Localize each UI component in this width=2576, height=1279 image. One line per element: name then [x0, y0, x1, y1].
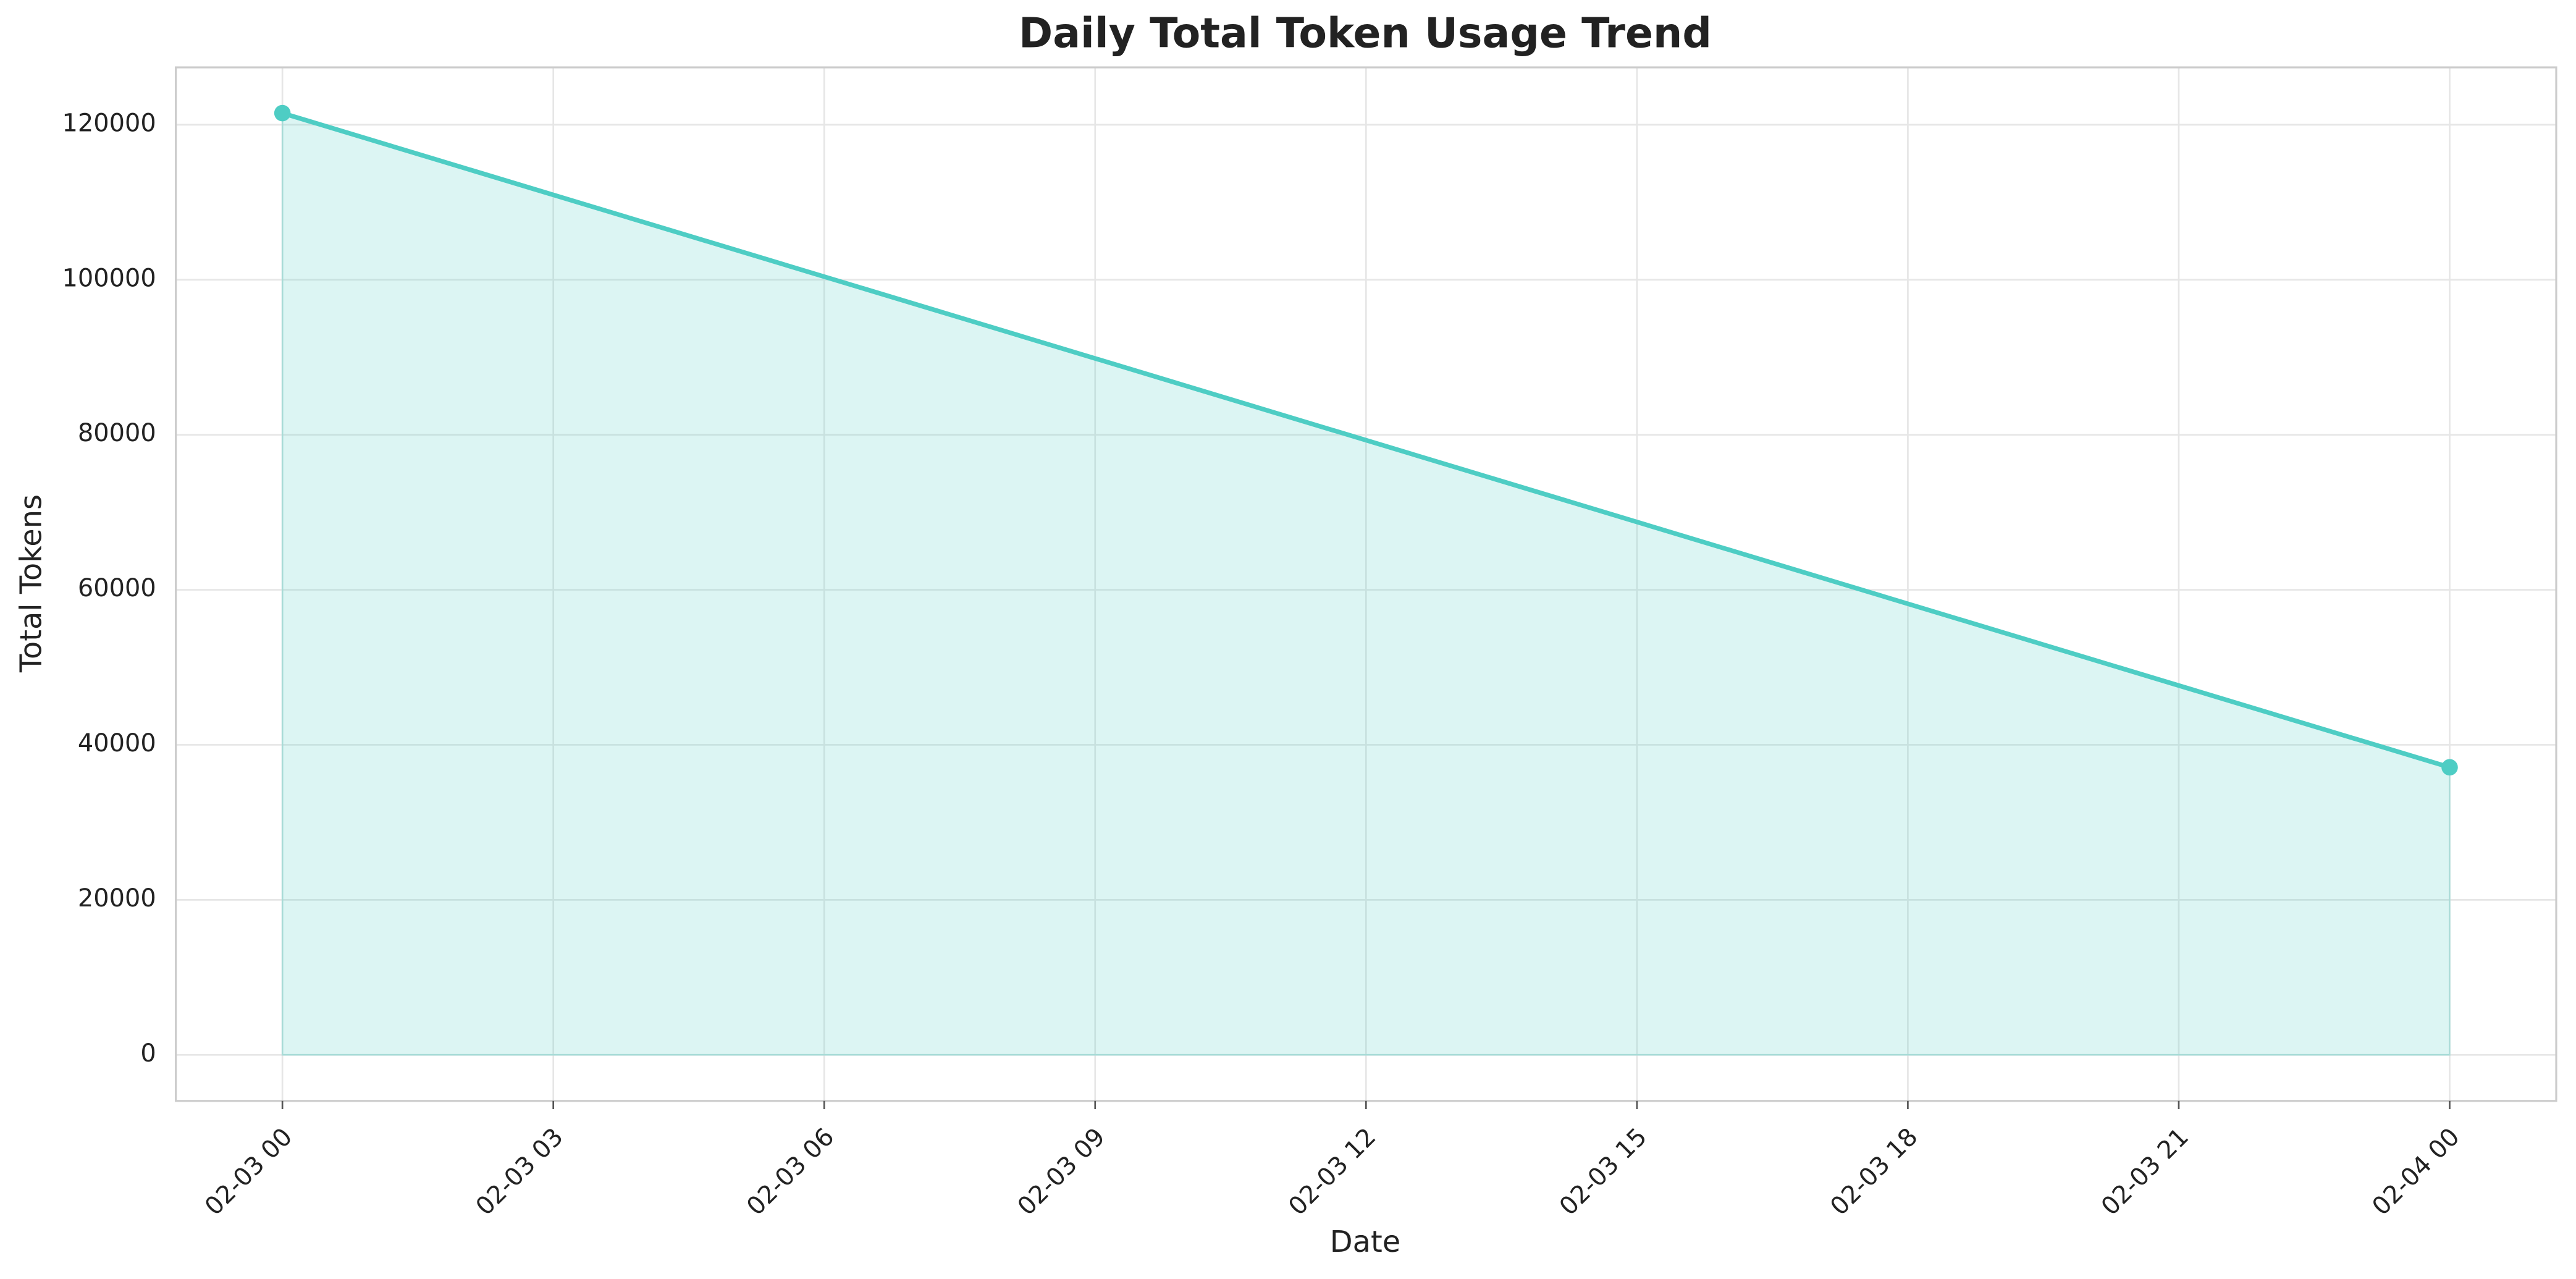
marks	[274, 104, 2458, 1056]
y-tick-label: 40000	[78, 729, 156, 758]
y-tick-label: 60000	[78, 574, 156, 602]
marker	[274, 104, 291, 122]
chart-title: Daily Total Token Usage Trend	[1019, 9, 1712, 57]
y-tick-label: 20000	[78, 884, 156, 913]
x-axis-label: Date	[1330, 1225, 1400, 1259]
y-tick-label: 120000	[62, 109, 156, 137]
grid	[175, 67, 2556, 1101]
y-tick-label: 80000	[78, 419, 156, 447]
y-tick-label: 0	[140, 1039, 156, 1068]
marker	[2441, 759, 2458, 776]
line	[282, 111, 2451, 770]
y-axis-label: Total Tokens	[14, 494, 48, 673]
y-tick-label: 100000	[62, 264, 156, 292]
